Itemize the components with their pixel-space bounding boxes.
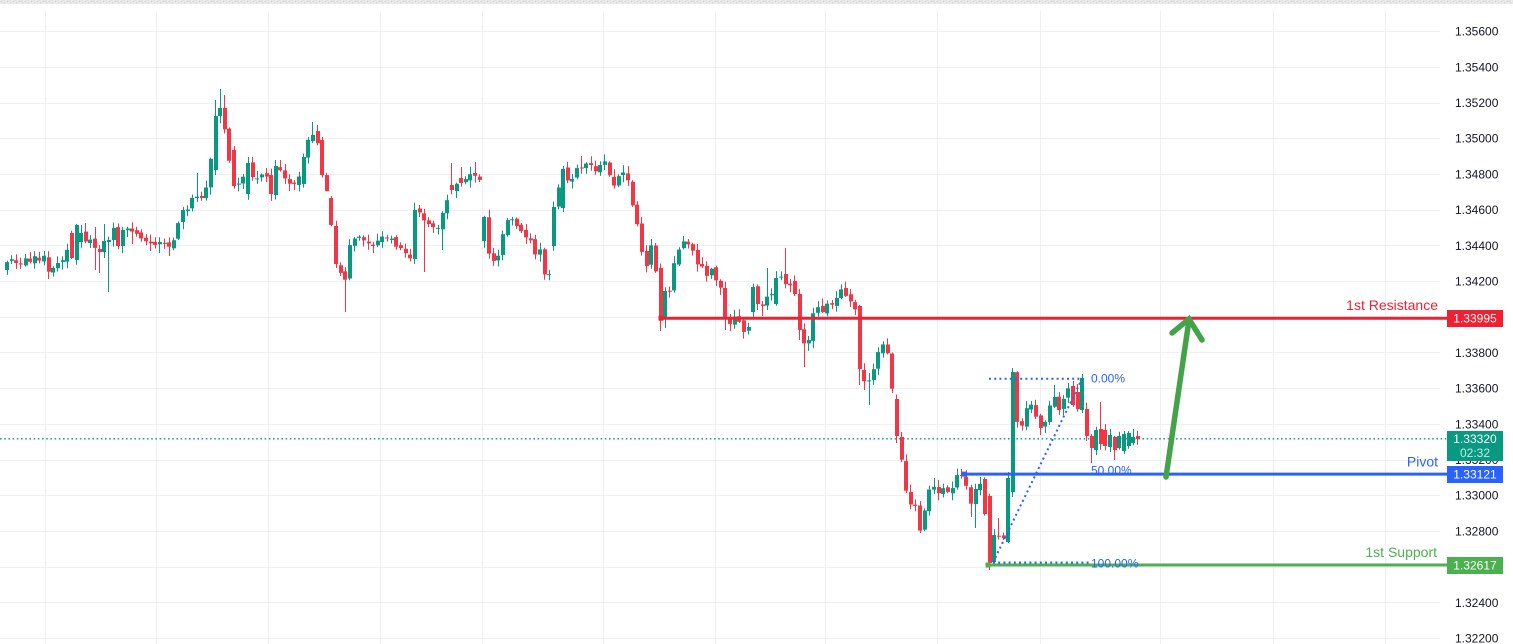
svg-text:1.33400: 1.33400 [1455,417,1499,431]
svg-text:1.35000: 1.35000 [1455,132,1499,146]
svg-text:1.35400: 1.35400 [1455,60,1499,74]
svg-text:1.34400: 1.34400 [1455,239,1499,253]
svg-text:1st Support: 1st Support [1365,544,1437,560]
svg-text:1.32400: 1.32400 [1455,596,1499,610]
svg-text:1.33995: 1.33995 [1453,312,1497,326]
svg-text:0.00%: 0.00% [1091,372,1125,386]
svg-text:1.32800: 1.32800 [1455,524,1499,538]
svg-text:1.32200: 1.32200 [1455,632,1499,644]
svg-text:1.33320: 1.33320 [1453,432,1497,446]
svg-text:02:32: 02:32 [1460,446,1490,460]
svg-text:1.32617: 1.32617 [1453,559,1497,573]
svg-text:1.35200: 1.35200 [1455,96,1499,110]
svg-text:1.34800: 1.34800 [1455,167,1499,181]
svg-text:1.33000: 1.33000 [1455,489,1499,503]
svg-text:100.00%: 100.00% [1091,557,1139,571]
svg-text:1.33600: 1.33600 [1455,382,1499,396]
svg-text:1.34600: 1.34600 [1455,203,1499,217]
svg-text:1st Resistance: 1st Resistance [1346,297,1438,313]
svg-text:1.33121: 1.33121 [1453,468,1497,482]
svg-text:Pivot: Pivot [1407,454,1438,470]
svg-text:1.35600: 1.35600 [1455,25,1499,39]
svg-text:50.00%: 50.00% [1091,464,1132,478]
svg-text:1.33800: 1.33800 [1455,346,1499,360]
svg-text:1.34200: 1.34200 [1455,275,1499,289]
